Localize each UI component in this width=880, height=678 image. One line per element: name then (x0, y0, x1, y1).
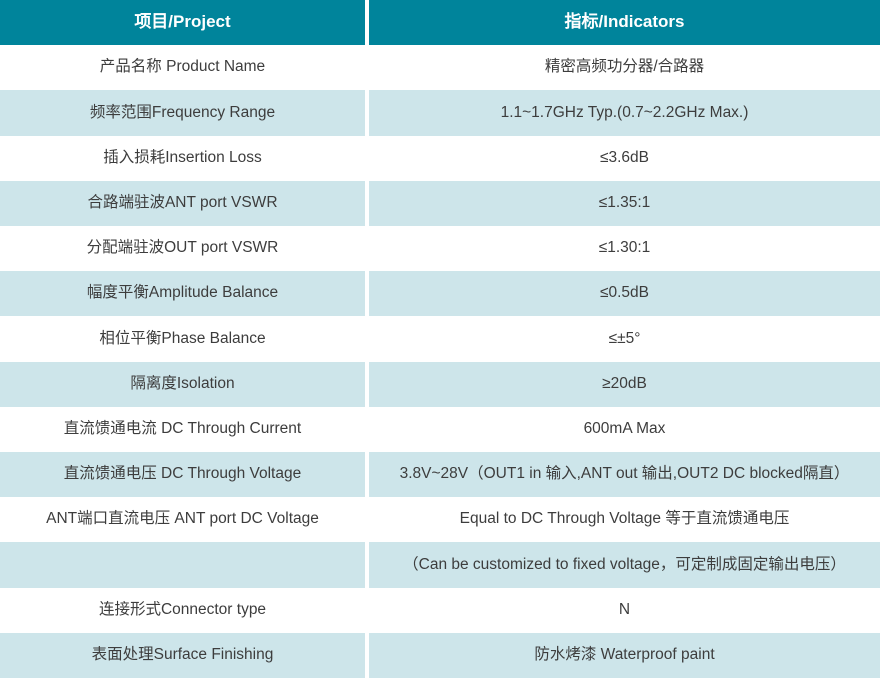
indicator-cell: ≤3.6dB (369, 135, 880, 181)
indicator-cell: 600mA Max (369, 406, 880, 452)
project-cell: 连接形式Connector type (0, 587, 365, 633)
table-row: 合路端驻波ANT port VSWR ≤1.35:1 (0, 180, 880, 226)
project-cell: 直流馈通电压 DC Through Voltage (0, 452, 365, 498)
project-cell: 分配端驻波OUT port VSWR (0, 226, 365, 272)
table-row: ANT端口直流电压 ANT port DC Voltage Equal to D… (0, 497, 880, 543)
project-cell: 插入损耗Insertion Loss (0, 135, 365, 181)
project-cell: 幅度平衡Amplitude Balance (0, 271, 365, 317)
indicator-cell: 精密高频功分器/合路器 (369, 45, 880, 91)
project-cell: 表面处理Surface Finishing (0, 632, 365, 678)
table-row: 直流馈通电压 DC Through Voltage 3.8V~28V（OUT1 … (0, 452, 880, 498)
indicator-cell: ≤1.35:1 (369, 180, 880, 226)
indicator-cell: ≤1.30:1 (369, 226, 880, 272)
table-row: 幅度平衡Amplitude Balance ≤0.5dB (0, 271, 880, 317)
indicator-cell: ≥20dB (369, 361, 880, 407)
table-row: 隔离度Isolation ≥20dB (0, 361, 880, 407)
table-row: 表面处理Surface Finishing 防水烤漆 Waterproof pa… (0, 632, 880, 678)
indicator-cell: ≤0.5dB (369, 271, 880, 317)
project-cell: 隔离度Isolation (0, 361, 365, 407)
header-cell-project: 项目/Project (0, 0, 365, 46)
indicator-cell: 防水烤漆 Waterproof paint (369, 632, 880, 678)
indicator-cell: 3.8V~28V（OUT1 in 输入,ANT out 输出,OUT2 DC b… (369, 452, 880, 498)
table-row: 相位平衡Phase Balance ≤±5° (0, 316, 880, 362)
indicator-cell: ≤±5° (369, 316, 880, 362)
table-row: 产品名称 Product Name 精密高频功分器/合路器 (0, 45, 880, 91)
table-row: 连接形式Connector type N (0, 587, 880, 633)
table-row: 直流馈通电流 DC Through Current 600mA Max (0, 406, 880, 452)
indicator-cell: （Can be customized to fixed voltage，可定制成… (369, 542, 880, 588)
indicator-cell: N (369, 587, 880, 633)
project-cell-empty (0, 542, 365, 588)
indicator-cell: Equal to DC Through Voltage 等于直流馈通电压 (369, 497, 880, 543)
project-cell: 合路端驻波ANT port VSWR (0, 180, 365, 226)
project-cell: 直流馈通电流 DC Through Current (0, 406, 365, 452)
header-cell-indicator: 指标/Indicators (369, 0, 880, 46)
table-row: 分配端驻波OUT port VSWR ≤1.30:1 (0, 226, 880, 272)
table-row: 频率范围Frequency Range 1.1~1.7GHz Typ.(0.7~… (0, 90, 880, 136)
indicator-cell: 1.1~1.7GHz Typ.(0.7~2.2GHz Max.) (369, 90, 880, 136)
project-cell: 频率范围Frequency Range (0, 90, 365, 136)
project-cell: 产品名称 Product Name (0, 45, 365, 91)
project-cell: ANT端口直流电压 ANT port DC Voltage (0, 497, 365, 543)
table-header-row: 项目/Project 指标/Indicators (0, 0, 880, 46)
table-row: 插入损耗Insertion Loss ≤3.6dB (0, 135, 880, 181)
table-row: （Can be customized to fixed voltage，可定制成… (0, 542, 880, 588)
project-cell: 相位平衡Phase Balance (0, 316, 365, 362)
